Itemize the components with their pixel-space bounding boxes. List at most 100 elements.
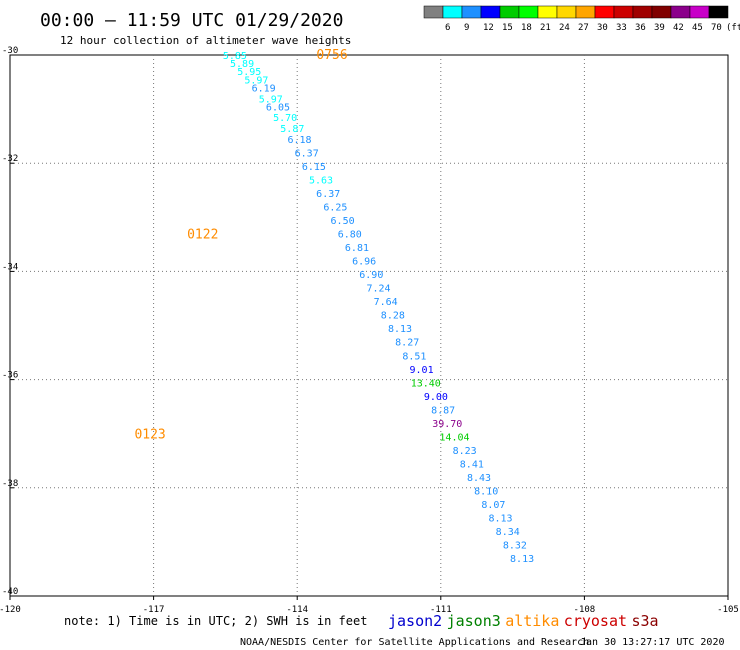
pass-time-label: 0122 xyxy=(187,228,218,243)
footnote: note: 1) Time is in UTC; 2) SWH is in fe… xyxy=(64,614,367,628)
colorbar-swatch xyxy=(537,5,558,19)
wave-height-label: 8.28 xyxy=(381,311,405,322)
wave-height-label: 5.89 xyxy=(230,59,254,70)
pass-time-label: 0123 xyxy=(134,428,165,443)
colorbar-label: 6 xyxy=(445,23,450,33)
colorbar-label: 9 xyxy=(464,23,469,33)
colorbar-label: 70 xyxy=(711,23,722,33)
colorbar-swatch xyxy=(689,5,710,19)
y-tick-label: -40 xyxy=(2,587,18,597)
wave-height-label: 5.97 xyxy=(244,75,268,86)
colorbar-label: 39 xyxy=(654,23,665,33)
colorbar-label: 33 xyxy=(616,23,627,33)
wave-height-label: 5.63 xyxy=(309,175,333,186)
colorbar-swatch xyxy=(575,5,596,19)
x-tick-label: -114 xyxy=(286,605,308,615)
wave-height-label: 8.13 xyxy=(510,554,534,565)
colorbar-label: 36 xyxy=(635,23,646,33)
y-tick-label: -38 xyxy=(2,479,18,489)
colorbar-unit: (ft) xyxy=(726,23,740,33)
wave-height-label: 6.05 xyxy=(266,102,290,113)
wave-height-label: 8.13 xyxy=(388,324,412,335)
x-tick-label: -111 xyxy=(430,605,452,615)
wave-height-label: 8.51 xyxy=(402,351,426,362)
colorbar-swatch xyxy=(651,5,672,19)
legend-altika: altika xyxy=(505,612,559,630)
wave-height-label: 6.37 xyxy=(316,189,340,200)
wave-height-label: 8.32 xyxy=(503,541,527,552)
wave-height-label: 6.80 xyxy=(338,230,362,241)
colorbar-swatch xyxy=(556,5,577,19)
credit: NOAA/NESDIS Center for Satellite Applica… xyxy=(240,637,589,648)
legend-cryosat: cryosat xyxy=(564,612,627,630)
colorbar-swatch xyxy=(442,5,463,19)
colorbar-swatch xyxy=(499,5,520,19)
colorbar-label: 27 xyxy=(578,23,589,33)
wave-height-label: 8.27 xyxy=(395,338,419,349)
wave-height-label: 5.95 xyxy=(237,67,261,78)
colorbar-label: 18 xyxy=(521,23,532,33)
wave-height-label: 7.64 xyxy=(374,297,398,308)
x-tick-label: -120 xyxy=(0,605,21,615)
y-tick-label: -30 xyxy=(2,46,18,56)
wave-height-label: 8.41 xyxy=(460,459,484,470)
wave-height-label: 6.18 xyxy=(287,135,311,146)
plot-frame xyxy=(9,54,729,597)
y-tick-label: -32 xyxy=(2,154,18,164)
colorbar-swatch xyxy=(423,5,444,19)
wave-height-label: 5.70 xyxy=(273,113,297,124)
wave-height-label: 14.04 xyxy=(439,432,469,443)
colorbar-label: 21 xyxy=(540,23,551,33)
y-tick-label: -34 xyxy=(2,262,18,272)
colorbar-swatch xyxy=(518,5,539,19)
wave-height-label: 8.13 xyxy=(489,514,513,525)
chart-title: 00:00 – 11:59 UTC 01/29/2020 xyxy=(40,10,343,31)
wave-height-label: 8.10 xyxy=(474,487,498,498)
colorbar-label: 15 xyxy=(502,23,513,33)
colorbar: 6 9 12 15 18 21 24 27 30 33 36 39 42 45 70 (ft) xyxy=(423,5,740,33)
legend-s3a: s3a xyxy=(632,612,659,630)
wave-height-label: 6.25 xyxy=(323,202,347,213)
grid-lines xyxy=(10,55,728,596)
colorbar-swatch xyxy=(632,5,653,19)
colorbar-swatch xyxy=(594,5,615,19)
wave-height-label: 6.19 xyxy=(252,83,276,94)
wave-height-label: 6.81 xyxy=(345,243,369,254)
colorbar-label: 30 xyxy=(597,23,608,33)
wave-height-label: 5.87 xyxy=(280,124,304,135)
x-tick-label: -117 xyxy=(143,605,165,615)
pass-time-labels: 0756 0122 0123 xyxy=(134,48,347,443)
wave-height-label: 13.40 xyxy=(411,378,441,389)
wave-height-label: 9.01 xyxy=(410,365,434,376)
wave-height-label: 5.97 xyxy=(259,94,283,105)
x-tick-label: -108 xyxy=(574,605,596,615)
wave-height-label: 9.00 xyxy=(424,392,448,403)
wave-height-label: 8.43 xyxy=(467,473,491,484)
wave-height-label: 6.15 xyxy=(302,162,326,173)
colorbar-swatch xyxy=(613,5,634,19)
wave-height-label: 8.87 xyxy=(431,405,455,416)
pass-time-label: 0756 xyxy=(316,48,347,63)
satellite-legend: jason2 jason3 altika cryosat s3a xyxy=(388,612,659,630)
colorbar-label: 24 xyxy=(559,23,570,33)
wave-height-label: 8.23 xyxy=(453,446,477,457)
colorbar-swatch xyxy=(480,5,501,19)
wave-height-label: 6.37 xyxy=(295,148,319,159)
axis-ticks: -120 -117 -114 -111 -108 -105 -30 -32 -34 -36 -38 -… xyxy=(0,46,739,615)
wave-height-label: 6.50 xyxy=(331,216,355,227)
colorbar-label: 12 xyxy=(483,23,494,33)
wave-height-label: 8.07 xyxy=(481,500,505,511)
legend-jason2: jason2 xyxy=(388,612,442,630)
y-tick-label: -36 xyxy=(2,371,18,381)
wave-height-label: 5.85 xyxy=(223,51,247,62)
colorbar-swatch xyxy=(708,5,729,19)
wave-height-label: 6.96 xyxy=(352,257,376,268)
x-tick-label: -105 xyxy=(717,605,739,615)
wave-height-label: 6.90 xyxy=(359,270,383,281)
wave-height-points: 5.855.895.955.976.195.976.055.705.876.18… xyxy=(223,51,534,565)
chart-subtitle: 12 hour collection of altimeter wave hei… xyxy=(60,34,351,47)
colorbar-swatch xyxy=(461,5,482,19)
colorbar-swatch xyxy=(670,5,691,19)
colorbar-label: 45 xyxy=(692,23,703,33)
